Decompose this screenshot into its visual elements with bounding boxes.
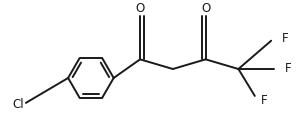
Text: Cl: Cl [12, 98, 24, 111]
Text: O: O [135, 2, 145, 15]
Text: F: F [282, 32, 288, 45]
Text: F: F [260, 94, 267, 107]
Text: F: F [285, 63, 291, 75]
Text: O: O [201, 2, 210, 15]
